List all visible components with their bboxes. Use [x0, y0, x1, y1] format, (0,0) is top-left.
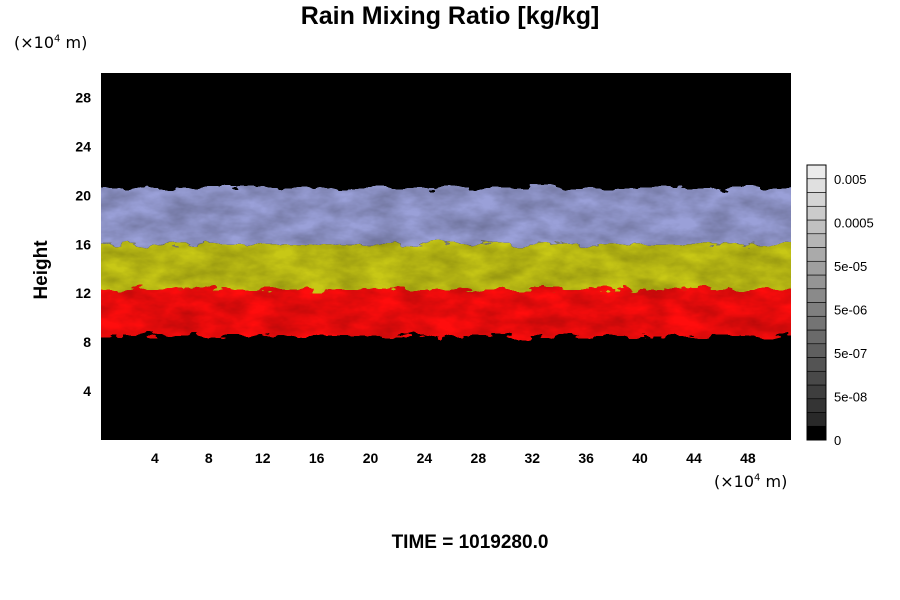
- y-tick-label: 8: [83, 334, 91, 350]
- colorbar-label: 0.005: [834, 172, 867, 187]
- x-tick-label: 48: [740, 450, 756, 466]
- colorbar-swatch: [806, 164, 827, 180]
- x-tick-label: 12: [255, 450, 271, 466]
- colorbar-swatch: [806, 274, 827, 290]
- x-tick-label: 4: [151, 450, 159, 466]
- x-tick-label: 8: [205, 450, 213, 466]
- y-tick-label: 16: [75, 236, 91, 252]
- x-tick-label: 24: [417, 450, 433, 466]
- colorbar-swatch: [806, 288, 827, 303]
- colorbar-swatch: [806, 412, 827, 427]
- x-tick-label: 36: [578, 450, 594, 466]
- colorbar-swatch: [806, 192, 827, 207]
- chart-title: Rain Mixing Ratio [kg/kg]: [300, 2, 600, 30]
- colorbar-frame: [806, 164, 827, 441]
- colorbar-swatch: [806, 425, 827, 441]
- colorbar-swatch: [806, 205, 827, 221]
- x-tick-label: 40: [632, 450, 648, 466]
- colorbar-swatch: [806, 219, 827, 235]
- colorbar-swatch: [806, 343, 827, 358]
- y-tick-label: 20: [75, 187, 91, 203]
- colorbar-label: 5e-08: [834, 390, 867, 405]
- texture-overlay: [101, 73, 791, 440]
- colorbar-swatch: [806, 302, 827, 317]
- colorbar-swatch: [806, 260, 827, 276]
- x-tick-label: 16: [309, 450, 325, 466]
- x-tick-label: 28: [471, 450, 487, 466]
- colorbar-label: 5e-06: [834, 303, 867, 318]
- y-tick-label: 12: [75, 285, 91, 301]
- colorbar-label: 0: [834, 433, 841, 448]
- colorbar-swatch: [806, 370, 827, 386]
- y-axis-unit: (×104 m): [14, 33, 88, 52]
- x-tick-label: 44: [686, 450, 702, 466]
- colorbar-swatch: [806, 247, 827, 262]
- x-axis-unit: (×104 m): [714, 472, 788, 491]
- colorbar-label: 0.0005: [834, 216, 874, 231]
- colorbar-label: 5e-07: [834, 346, 867, 361]
- colorbar-swatch: [806, 315, 827, 331]
- colorbar-label: 5e-05: [834, 259, 867, 274]
- colorbar-swatch: [806, 329, 827, 345]
- colorbar-swatch: [806, 357, 827, 372]
- x-tick-label: 32: [524, 450, 540, 466]
- colorbar-swatch: [806, 178, 827, 193]
- colorbar-swatch: [806, 233, 827, 248]
- colorbar-swatch: [806, 384, 827, 400]
- x-tick-label: 20: [363, 450, 379, 466]
- y-tick-label: 24: [75, 138, 91, 154]
- time-label: TIME = 1019280.0: [391, 532, 549, 553]
- y-tick-label: 28: [75, 89, 91, 105]
- colorbar: [806, 164, 827, 441]
- y-tick-label: 4: [83, 383, 91, 399]
- colorbar-swatch: [806, 398, 827, 413]
